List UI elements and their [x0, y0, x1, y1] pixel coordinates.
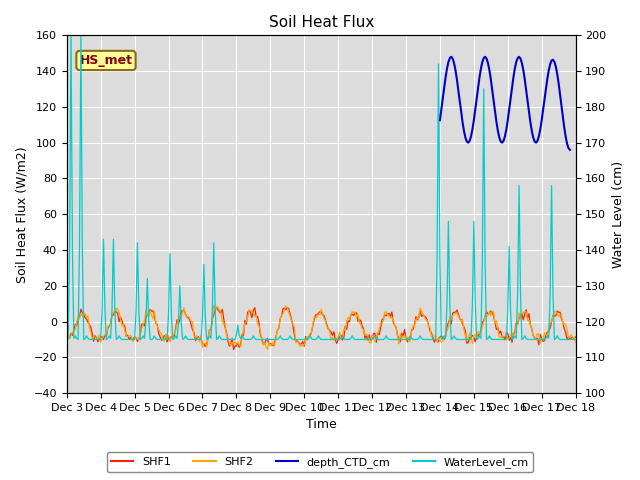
SHF1: [212, 304, 220, 310]
SHF2: [157, 331, 165, 336]
SHF1: [372, 339, 380, 345]
SHF1: [230, 347, 237, 352]
SHF2: [372, 335, 380, 341]
Line: SHF2: SHF2: [67, 305, 575, 349]
Line: depth_CTD_cm: depth_CTD_cm: [440, 57, 570, 150]
WaterLevel_cm: [511, 333, 518, 339]
SHF2: [513, 322, 520, 327]
Line: SHF1: SHF1: [67, 307, 575, 349]
WaterLevel_cm: [79, 245, 86, 251]
Y-axis label: Water Level (cm): Water Level (cm): [612, 161, 625, 268]
X-axis label: Time: Time: [306, 419, 337, 432]
SHF2: [264, 347, 271, 352]
WaterLevel_cm: [572, 336, 579, 342]
SHF1: [384, 311, 392, 317]
SHF1: [77, 306, 84, 312]
SHF1: [355, 317, 363, 323]
SHF1: [63, 334, 70, 339]
WaterLevel_cm: [382, 333, 390, 339]
SHF1: [572, 334, 579, 340]
SHF2: [572, 339, 579, 345]
SHF2: [384, 312, 392, 318]
depth_CTD_cm: [509, 74, 517, 80]
Title: Soil Heat Flux: Soil Heat Flux: [269, 15, 374, 30]
SHF2: [63, 335, 70, 341]
SHF2: [355, 320, 363, 325]
WaterLevel_cm: [67, 33, 75, 38]
WaterLevel_cm: [354, 336, 362, 342]
SHF1: [513, 320, 520, 325]
WaterLevel_cm: [371, 333, 379, 339]
SHF2: [77, 311, 84, 317]
SHF2: [210, 302, 218, 308]
WaterLevel_cm: [159, 336, 167, 342]
SHF1: [157, 337, 165, 343]
Line: WaterLevel_cm: WaterLevel_cm: [67, 36, 575, 339]
Text: HS_met: HS_met: [79, 54, 132, 67]
Legend: SHF1, SHF2, depth_CTD_cm, WaterLevel_cm: SHF1, SHF2, depth_CTD_cm, WaterLevel_cm: [107, 452, 533, 472]
Y-axis label: Soil Heat Flux (W/m2): Soil Heat Flux (W/m2): [15, 146, 28, 283]
WaterLevel_cm: [63, 336, 70, 342]
